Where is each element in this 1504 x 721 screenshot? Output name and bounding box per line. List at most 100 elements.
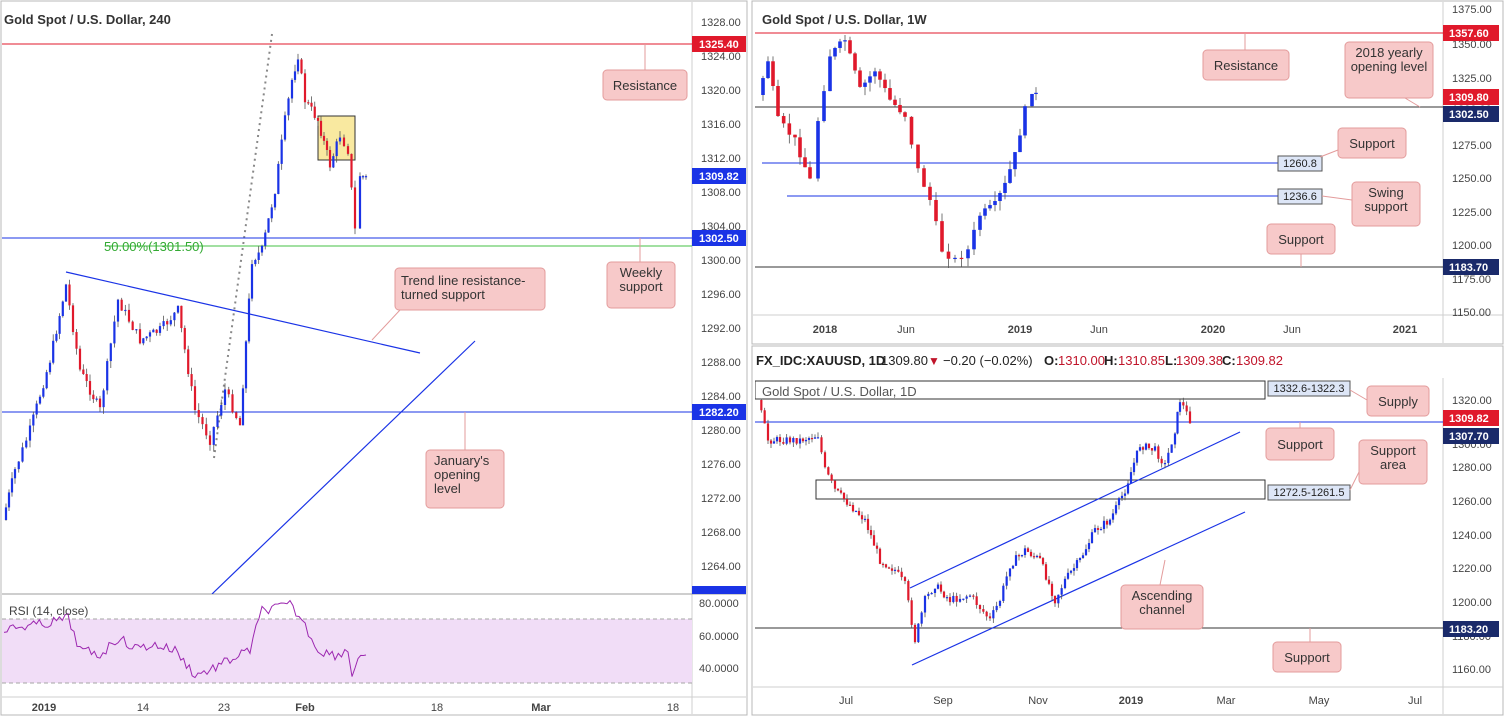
- candle-body: [92, 394, 95, 400]
- candle-body: [173, 312, 176, 321]
- candle-body: [88, 381, 92, 395]
- candle-body: [257, 252, 260, 260]
- candle-body: [1026, 548, 1030, 552]
- candle-body: [1066, 572, 1070, 579]
- time-tick: Jun: [1090, 324, 1108, 336]
- candle-body: [235, 412, 238, 419]
- candle-body: [958, 598, 962, 602]
- candle-body: [180, 305, 183, 329]
- price-tag-1302: 1302.50: [699, 233, 739, 245]
- candle-body: [878, 71, 882, 80]
- candle-body: [785, 437, 788, 444]
- candle-body: [893, 569, 897, 571]
- candle-body: [776, 86, 780, 117]
- candle-body: [804, 439, 808, 442]
- candle-body: [10, 478, 14, 493]
- note-pointer: [1321, 195, 1353, 201]
- candle-body: [190, 374, 193, 387]
- candle-body: [869, 530, 873, 536]
- candle-body: [793, 134, 797, 138]
- candle-body: [998, 192, 1002, 202]
- candle-body: [1013, 152, 1017, 170]
- candle-body: [772, 441, 776, 444]
- note-box: [1266, 223, 1336, 255]
- candle-body: [142, 338, 145, 344]
- header-h-value: 1310.85: [1118, 353, 1165, 368]
- candle-body: [300, 59, 303, 74]
- candle-body: [223, 389, 227, 406]
- candle-body: [863, 82, 867, 87]
- candle-body: [781, 116, 786, 124]
- candle-body: [875, 545, 879, 549]
- candle-body: [845, 499, 849, 505]
- candle-body: [972, 595, 975, 597]
- candle-body: [1041, 558, 1045, 565]
- price-tag-bg: [1443, 410, 1499, 426]
- candle-body: [102, 390, 105, 408]
- note-box: [1272, 641, 1342, 673]
- price-tag-1282: 1282.20: [699, 407, 739, 419]
- candle-body: [325, 140, 329, 150]
- chart-1w-time-axis: 2018 Jun 2019 Jun 2020 Jun 2021: [813, 324, 1417, 336]
- candle-body: [42, 388, 45, 397]
- price-tag-1302: 1302.50: [1449, 109, 1489, 121]
- candle-body: [1173, 433, 1177, 445]
- price-tag-bg: [1443, 621, 1499, 637]
- chart-4h-rsi-panel: RSI (14, close) 80.0000 60.0000 40.0000: [2, 598, 739, 684]
- candle-body: [1135, 450, 1139, 463]
- candle-body: [1030, 93, 1034, 107]
- candle-body: [71, 305, 75, 333]
- candle-body: [52, 340, 55, 363]
- price-tag-1357: 1357.60: [1449, 28, 1489, 40]
- candle-body: [965, 596, 968, 599]
- price-tick: 1268.00: [701, 527, 741, 539]
- candle-body: [1096, 528, 1100, 530]
- note-box: [1337, 127, 1407, 159]
- price-tick: 1280.00: [1452, 462, 1492, 474]
- candle-body: [920, 612, 923, 624]
- down-arrow-icon: ▼: [928, 354, 940, 368]
- candle-body: [220, 405, 223, 416]
- candle-body: [1063, 578, 1067, 589]
- candle-body: [21, 447, 24, 462]
- chart-1d-header: FX_IDC:XAUUSD, 1D 1309.80 ▼ −0.20 (−0.02…: [756, 353, 1283, 368]
- candle-body: [972, 229, 976, 250]
- candle-body: [283, 115, 287, 140]
- candle-body: [17, 461, 20, 470]
- chart-1d-note-supply: Supply: [1349, 385, 1430, 417]
- chart-1w-price-tags: 1357.60 1309.80 1302.50 1183.70: [1443, 25, 1499, 275]
- time-tick: 2019: [1119, 695, 1143, 707]
- candle-body: [1102, 520, 1106, 530]
- candle-body: [61, 301, 64, 317]
- time-tick: Nov: [1028, 695, 1048, 707]
- candle-body: [1032, 556, 1036, 558]
- candle-body: [903, 112, 907, 117]
- note-pointer: [1319, 149, 1339, 158]
- price-tag-bg: [692, 404, 746, 420]
- candle-body: [296, 59, 300, 72]
- candle-body: [940, 221, 944, 252]
- candle-body: [361, 176, 365, 178]
- note-box: [394, 267, 546, 311]
- price-tick: 1312.00: [701, 153, 741, 165]
- candle-body: [183, 328, 186, 350]
- chart-4h-panel: Gold Spot / U.S. Dollar, 240 50.00%(1301…: [0, 0, 748, 716]
- candle-body: [955, 595, 958, 602]
- candle-body: [127, 309, 131, 322]
- candle-body: [1093, 528, 1097, 533]
- candle-body: [176, 305, 180, 313]
- candle-body: [1185, 405, 1188, 412]
- candle-body: [1108, 519, 1112, 525]
- candle-body: [858, 70, 862, 87]
- candle-body: [848, 504, 852, 506]
- candle-body: [303, 73, 307, 103]
- candle-body: [1129, 472, 1133, 484]
- candle-body: [4, 507, 8, 520]
- candle-body: [64, 284, 68, 302]
- candle-body: [319, 120, 323, 136]
- candle-body: [1020, 555, 1024, 557]
- candle-body: [290, 79, 294, 99]
- price-tick: 1200.00: [1452, 240, 1492, 252]
- candle-body: [1018, 135, 1022, 153]
